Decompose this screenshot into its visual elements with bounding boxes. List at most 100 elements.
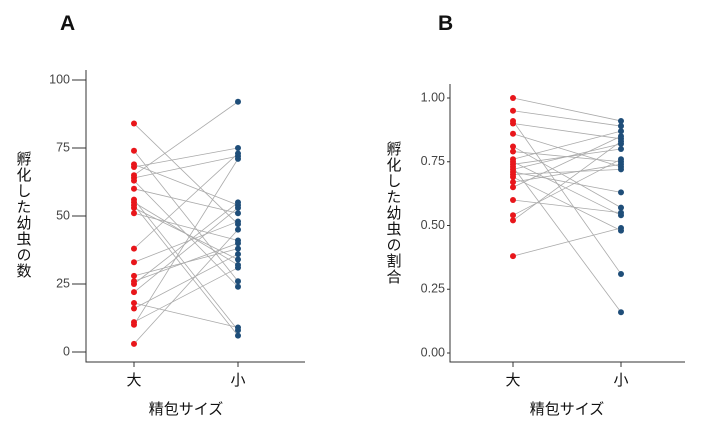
panel-b-pair-lines — [512, 97, 622, 313]
y-tick-label: 1.00 — [421, 90, 445, 104]
point-small — [235, 324, 241, 331]
pair-line — [512, 169, 622, 175]
panel-a-axes — [85, 70, 305, 363]
point-small — [235, 283, 241, 290]
panel-b-letter: B — [438, 12, 453, 35]
pair-line — [133, 242, 239, 282]
point-large — [510, 130, 516, 137]
x-tick-label: 大 — [505, 371, 520, 389]
pair-line — [133, 202, 239, 285]
point-small — [618, 309, 624, 316]
y-tick-label: 100 — [49, 72, 70, 86]
point-large — [131, 185, 137, 192]
panel-b-x-ticks: 大小 — [505, 362, 629, 389]
point-large — [131, 321, 137, 328]
point-large — [131, 147, 137, 154]
point-large — [510, 197, 516, 203]
panel-a-pair-lines — [133, 101, 239, 345]
y-tick-label: 25 — [56, 276, 70, 290]
y-tick-label: 0 — [63, 344, 70, 358]
pair-line — [133, 150, 239, 282]
point-small — [235, 150, 241, 157]
pair-line — [512, 161, 622, 216]
point-large — [510, 217, 516, 224]
pair-line — [133, 158, 239, 326]
point-small — [235, 98, 241, 105]
pair-line — [512, 171, 622, 193]
point-small — [235, 278, 241, 285]
point-small — [618, 117, 624, 124]
point-small — [618, 161, 624, 168]
point-large — [131, 340, 137, 347]
point-small — [235, 240, 241, 247]
pair-line — [133, 199, 239, 331]
pair-line — [512, 135, 622, 188]
pair-line — [512, 120, 622, 275]
pair-line — [133, 207, 239, 293]
panel-b: B 0.000.250.500.751.00 大小 孵化した幼虫の割合 精包サイ… — [385, 12, 685, 418]
point-large — [510, 143, 516, 150]
point-small — [235, 264, 241, 271]
panel-a-x-ticks: 大小 — [126, 362, 246, 389]
pair-line — [133, 253, 239, 309]
panel-b-y-axis-title: 孵化した幼虫の割合 — [385, 141, 403, 285]
point-small — [235, 199, 241, 206]
pair-line — [512, 133, 622, 168]
panel-b-y-ticks: 0.00 0.25 0.50 0.75 1.00 — [421, 90, 450, 359]
point-small — [235, 210, 241, 217]
panel-a-x-axis-title: 精包サイズ — [149, 400, 224, 418]
y-tick-label: 50 — [56, 208, 70, 222]
panel-a: A 0255075100 大小 孵化した幼虫の数 精包サイズ — [15, 12, 305, 418]
point-small — [618, 128, 624, 135]
point-large — [131, 289, 137, 296]
y-tick-label: 0.25 — [421, 282, 445, 296]
y-tick-label: 0.75 — [421, 154, 445, 168]
point-large — [510, 174, 516, 181]
point-large — [131, 281, 137, 287]
pair-line — [133, 229, 239, 345]
point-small — [235, 226, 241, 233]
pair-line — [133, 204, 239, 336]
point-small — [618, 189, 624, 196]
point-large — [131, 204, 137, 211]
pair-line — [512, 166, 622, 313]
pair-line — [133, 123, 239, 225]
point-large — [131, 177, 137, 184]
point-small — [235, 218, 241, 225]
y-tick-label: 75 — [56, 140, 70, 154]
pair-line — [133, 302, 239, 328]
pair-line — [512, 176, 622, 231]
point-small — [618, 209, 624, 216]
pair-line — [133, 267, 239, 323]
pair-line — [133, 155, 239, 179]
point-large — [131, 245, 137, 252]
panel-a-y-axis-title: 孵化した幼虫の数 — [15, 151, 33, 279]
point-small — [235, 145, 241, 151]
pair-line — [512, 141, 622, 221]
pair-line — [133, 101, 239, 176]
point-small — [618, 133, 624, 140]
pair-line — [133, 212, 239, 241]
point-large — [510, 179, 516, 186]
panel-b-points — [510, 95, 624, 316]
pair-line — [512, 227, 622, 257]
pair-line — [133, 147, 239, 168]
point-small — [235, 256, 241, 263]
panel-a-letter: A — [60, 12, 75, 35]
point-small — [618, 146, 624, 152]
point-small — [235, 251, 241, 258]
pair-line — [512, 199, 622, 214]
pair-line — [133, 153, 239, 249]
y-tick-label: 0.50 — [421, 218, 445, 232]
panel-a-points — [131, 98, 241, 347]
point-large — [510, 184, 516, 191]
x-tick-label: 小 — [230, 371, 245, 389]
point-large — [131, 120, 137, 127]
x-tick-label: 大 — [126, 371, 141, 389]
point-large — [131, 272, 137, 279]
point-large — [131, 210, 137, 217]
y-tick-label: 0.00 — [421, 345, 445, 359]
point-small — [235, 204, 241, 211]
point-large — [510, 253, 516, 260]
pair-line — [512, 158, 622, 216]
